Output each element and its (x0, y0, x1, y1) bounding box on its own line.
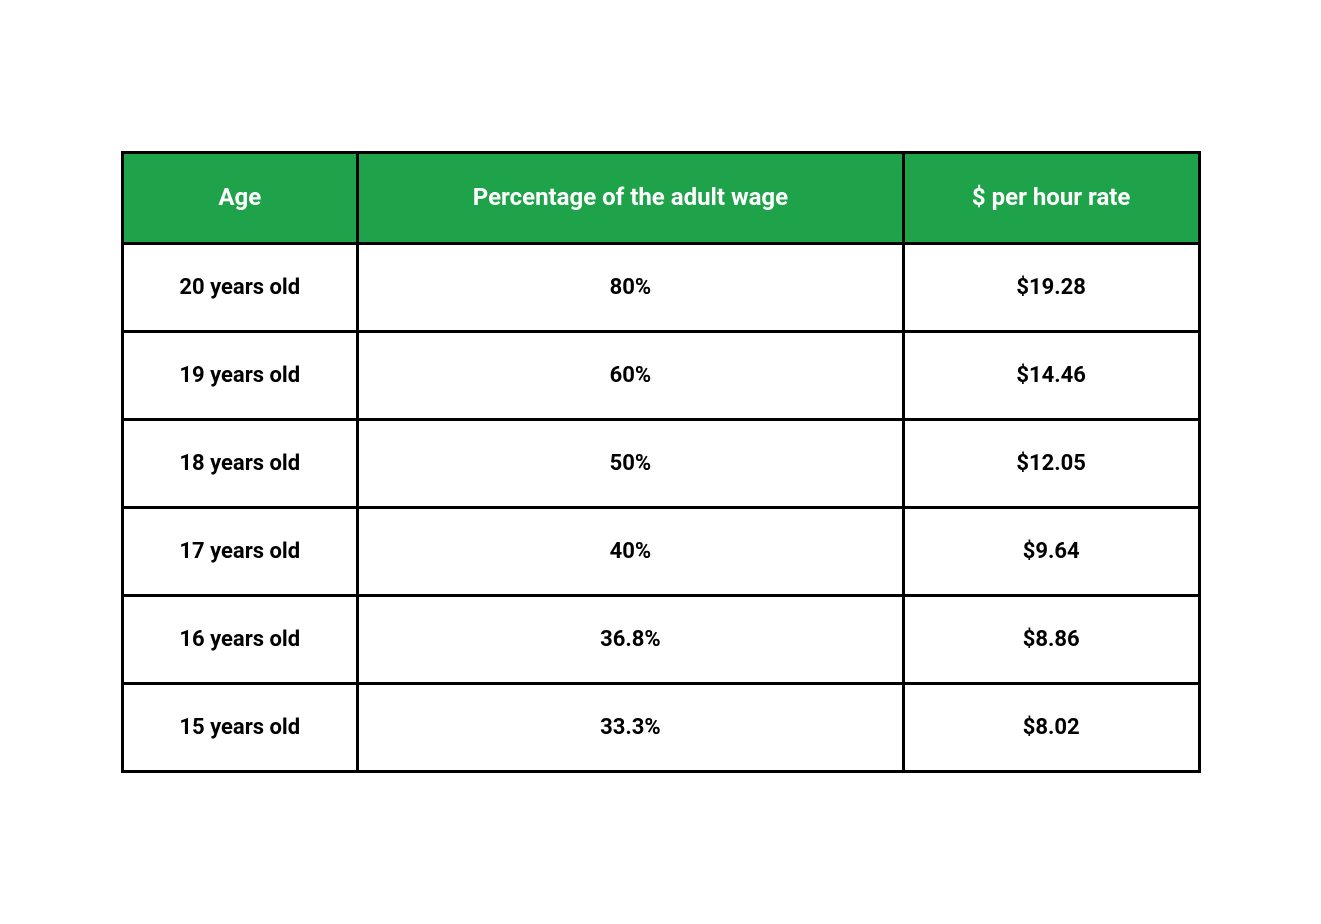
wage-table: Age Percentage of the adult wage $ per h… (121, 151, 1201, 772)
cell-rate: $9.64 (903, 507, 1199, 595)
cell-rate: $8.02 (903, 683, 1199, 771)
cell-rate: $12.05 (903, 419, 1199, 507)
cell-rate: $19.28 (903, 243, 1199, 331)
table-header: Age Percentage of the adult wage $ per h… (122, 153, 1199, 243)
cell-percentage: 80% (358, 243, 904, 331)
header-percentage: Percentage of the adult wage (358, 153, 904, 243)
table-row: 18 years old 50% $12.05 (122, 419, 1199, 507)
header-row: Age Percentage of the adult wage $ per h… (122, 153, 1199, 243)
table-row: 17 years old 40% $9.64 (122, 507, 1199, 595)
table-row: 19 years old 60% $14.46 (122, 331, 1199, 419)
cell-age: 16 years old (122, 595, 358, 683)
cell-rate: $14.46 (903, 331, 1199, 419)
cell-percentage: 33.3% (358, 683, 904, 771)
cell-percentage: 40% (358, 507, 904, 595)
cell-rate: $8.86 (903, 595, 1199, 683)
cell-age: 19 years old (122, 331, 358, 419)
cell-age: 18 years old (122, 419, 358, 507)
table-row: 16 years old 36.8% $8.86 (122, 595, 1199, 683)
cell-percentage: 50% (358, 419, 904, 507)
table-body: 20 years old 80% $19.28 19 years old 60%… (122, 243, 1199, 771)
wage-table-container: Age Percentage of the adult wage $ per h… (121, 151, 1201, 772)
header-age: Age (122, 153, 358, 243)
header-rate: $ per hour rate (903, 153, 1199, 243)
cell-age: 20 years old (122, 243, 358, 331)
cell-percentage: 60% (358, 331, 904, 419)
table-row: 15 years old 33.3% $8.02 (122, 683, 1199, 771)
cell-age: 15 years old (122, 683, 358, 771)
cell-percentage: 36.8% (358, 595, 904, 683)
table-row: 20 years old 80% $19.28 (122, 243, 1199, 331)
cell-age: 17 years old (122, 507, 358, 595)
